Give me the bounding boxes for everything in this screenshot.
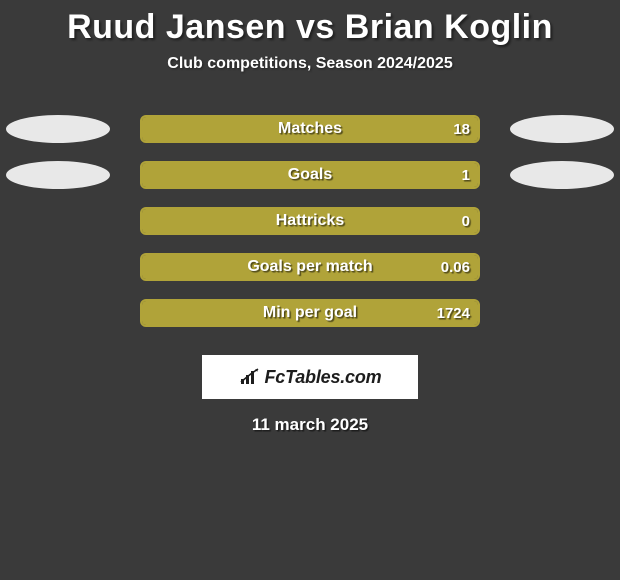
stat-label: Hattricks <box>142 209 478 233</box>
left-player-ellipse <box>6 253 110 281</box>
stat-bar: Min per goal1724 <box>140 299 480 327</box>
stat-row: Hattricks0 <box>0 207 620 235</box>
stat-row: Goals per match0.06 <box>0 253 620 281</box>
stat-row: Goals1 <box>0 161 620 189</box>
stat-label: Goals per match <box>142 255 478 279</box>
stat-label: Min per goal <box>142 301 478 325</box>
stat-value-right: 0 <box>462 209 470 233</box>
page-subtitle: Club competitions, Season 2024/2025 <box>167 55 452 73</box>
fctables-logo: FcTables.com <box>202 355 418 399</box>
right-player-ellipse <box>510 161 614 189</box>
right-player-ellipse <box>510 115 614 143</box>
right-player-ellipse <box>510 207 614 235</box>
stat-value-right: 1724 <box>437 301 470 325</box>
right-player-ellipse <box>510 299 614 327</box>
logo-text: FcTables.com <box>265 367 382 388</box>
stat-bar: Goals1 <box>140 161 480 189</box>
bar-chart-icon <box>239 368 261 386</box>
stat-bar: Hattricks0 <box>140 207 480 235</box>
stat-value-right: 0.06 <box>441 255 470 279</box>
left-player-ellipse <box>6 299 110 327</box>
comparison-infographic: Ruud Jansen vs Brian Koglin Club competi… <box>0 0 620 435</box>
stats-area: Matches18 Goals1 Hattricks0 Goals per match… <box>0 115 620 327</box>
stat-row: Min per goal1724 <box>0 299 620 327</box>
left-player-ellipse <box>6 207 110 235</box>
stat-value-right: 18 <box>453 117 470 141</box>
page-title: Ruud Jansen vs Brian Koglin <box>67 8 553 47</box>
right-player-ellipse <box>510 253 614 281</box>
stat-row: Matches18 <box>0 115 620 143</box>
stat-value-right: 1 <box>462 163 470 187</box>
left-player-ellipse <box>6 161 110 189</box>
stat-bar: Goals per match0.06 <box>140 253 480 281</box>
stat-label: Matches <box>142 117 478 141</box>
left-player-ellipse <box>6 115 110 143</box>
stat-label: Goals <box>142 163 478 187</box>
stat-bar: Matches18 <box>140 115 480 143</box>
date-text: 11 march 2025 <box>252 415 368 435</box>
